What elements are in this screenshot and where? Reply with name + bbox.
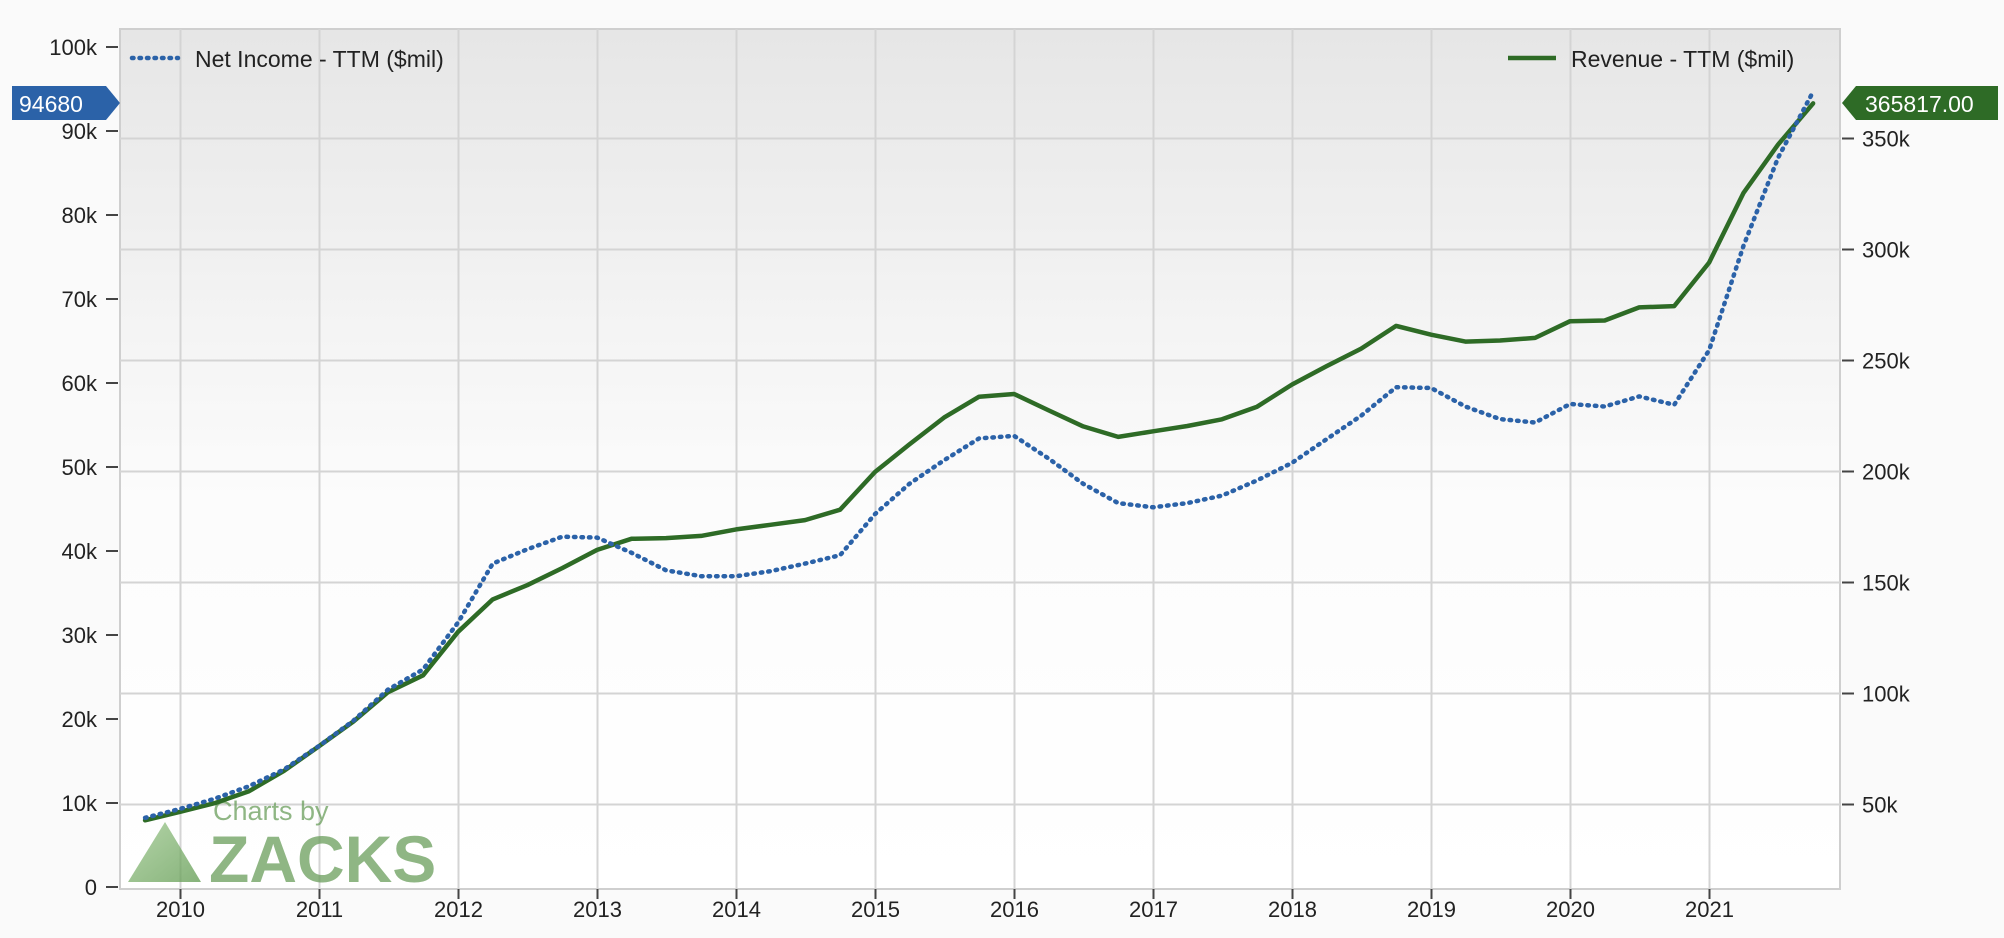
legend-net-income[interactable]: Net Income - TTM ($mil): [129, 46, 444, 72]
vertical-gridlines: [179, 29, 1711, 889]
net-income-series-line: [142, 89, 1816, 821]
right-tick-label: 200k: [1862, 460, 1911, 485]
right-flag-value: 365817.00: [1865, 91, 1974, 117]
x-tick-label: 2010: [156, 897, 205, 922]
x-tick-label: 2020: [1546, 897, 1595, 922]
x-tick-label: 2015: [851, 897, 900, 922]
x-axis-ticks: 2010 2011 2012 2013 2014 2015 2016 2017 2018 2019…: [156, 889, 1734, 922]
plot-background: [119, 28, 1841, 890]
left-value-flag: 94680: [12, 86, 120, 120]
x-tick-label: 2018: [1268, 897, 1317, 922]
right-tick-label: 300k: [1862, 238, 1911, 263]
right-tick-label: 250k: [1862, 349, 1911, 374]
left-axis-ticks: 0 10k 20k 30k 40k 50k 60k 70k 80k 90k 100k: [49, 35, 118, 900]
left-tick-label: 40k: [62, 539, 98, 564]
left-tick-label: 100k: [49, 35, 98, 60]
left-tick-label: 0: [85, 875, 97, 900]
zacks-logo-triangle: [128, 822, 201, 882]
horizontal-gridlines: [120, 137, 1840, 806]
x-tick-label: 2014: [712, 897, 761, 922]
left-flag-shape: [12, 86, 120, 120]
left-tick-label: 10k: [62, 791, 98, 816]
left-tick-label: 70k: [62, 287, 98, 312]
left-tick-label: 90k: [62, 119, 98, 144]
watermark: Charts by ZACKS: [128, 796, 436, 896]
right-flag-shape: [1842, 86, 1998, 120]
x-tick-label: 2021: [1685, 897, 1734, 922]
right-tick-label: 350k: [1862, 127, 1911, 152]
right-tick-label: 50k: [1862, 793, 1898, 818]
left-flag-value: 94680: [19, 91, 83, 117]
right-value-flag: 365817.00: [1842, 86, 1998, 120]
right-axis-ticks: 50k 100k 150k 200k 250k 300k 350k: [1842, 127, 1911, 818]
left-tick-label: 60k: [62, 371, 98, 396]
left-tick-label: 20k: [62, 707, 98, 732]
right-tick-label: 100k: [1862, 682, 1911, 707]
x-tick-label: 2017: [1129, 897, 1178, 922]
watermark-line1: Charts by: [213, 796, 329, 826]
left-tick-label: 50k: [62, 455, 98, 480]
right-tick-label: 150k: [1862, 571, 1911, 596]
x-tick-label: 2016: [990, 897, 1039, 922]
legend-revenue-label: Revenue - TTM ($mil): [1571, 46, 1794, 72]
x-tick-label: 2012: [434, 897, 483, 922]
revenue-series-line: [142, 101, 1816, 823]
x-tick-label: 2013: [573, 897, 622, 922]
left-tick-label: 80k: [62, 203, 98, 228]
left-tick-label: 30k: [62, 623, 98, 648]
watermark-line2: ZACKS: [209, 822, 436, 896]
legend-net-income-label: Net Income - TTM ($mil): [195, 46, 444, 72]
x-tick-label: 2011: [296, 897, 343, 922]
x-tick-label: 2019: [1407, 897, 1456, 922]
legend-revenue[interactable]: Revenue - TTM ($mil): [1508, 46, 1794, 72]
